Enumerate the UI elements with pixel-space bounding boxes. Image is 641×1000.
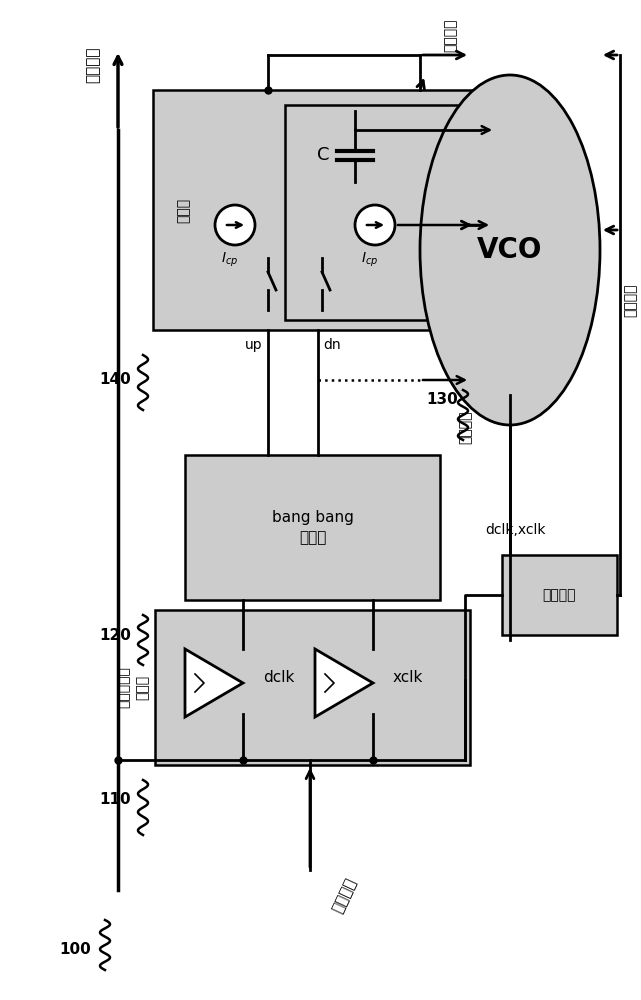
Bar bbox=[185, 455, 440, 600]
Text: up: up bbox=[246, 338, 263, 352]
Text: bang bang
鉴相器: bang bang 鉴相器 bbox=[272, 510, 353, 545]
Circle shape bbox=[355, 205, 395, 245]
Text: 电荷泵: 电荷泵 bbox=[176, 197, 190, 223]
Polygon shape bbox=[315, 649, 373, 717]
Circle shape bbox=[215, 205, 255, 245]
Text: 100: 100 bbox=[59, 942, 91, 958]
Text: dclk: dclk bbox=[263, 670, 294, 686]
Text: C: C bbox=[317, 146, 329, 164]
Bar bbox=[502, 555, 617, 635]
Text: dclk,xclk: dclk,xclk bbox=[485, 523, 545, 537]
Text: dn: dn bbox=[323, 338, 340, 352]
Bar bbox=[153, 90, 483, 330]
Bar bbox=[285, 105, 480, 320]
Text: 频率获取: 频率获取 bbox=[543, 588, 576, 602]
Text: 110: 110 bbox=[99, 792, 131, 808]
Text: 数据输入: 数据输入 bbox=[330, 875, 359, 915]
Text: $I_{cp}$: $I_{cp}$ bbox=[362, 251, 379, 269]
Text: xclk: xclk bbox=[393, 670, 423, 686]
Text: 比例控制: 比例控制 bbox=[458, 410, 472, 444]
Ellipse shape bbox=[420, 75, 600, 425]
Polygon shape bbox=[185, 649, 243, 717]
Text: 130: 130 bbox=[426, 392, 458, 408]
Text: 120: 120 bbox=[99, 628, 131, 643]
Text: 频率控制: 频率控制 bbox=[623, 283, 637, 317]
Bar bbox=[155, 610, 470, 765]
Text: 数据输出: 数据输出 bbox=[85, 47, 101, 83]
Text: 数据和旁路
限幅器: 数据和旁路 限幅器 bbox=[117, 667, 149, 708]
Text: VCO: VCO bbox=[478, 236, 543, 264]
Text: 140: 140 bbox=[99, 372, 131, 387]
Text: 积分控制: 积分控制 bbox=[443, 18, 457, 52]
Text: $I_{cp}$: $I_{cp}$ bbox=[221, 251, 238, 269]
